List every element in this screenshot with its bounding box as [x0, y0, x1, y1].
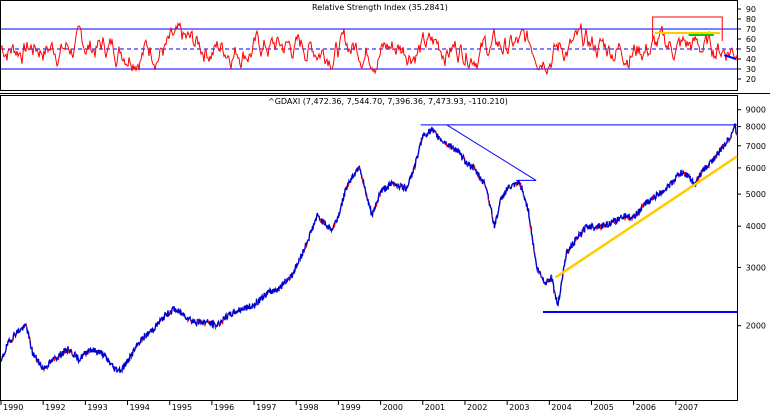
xtick-label-2002: 2002 [467, 403, 487, 412]
xtick-label-1997: 1997 [256, 403, 276, 412]
price-title: ^GDAXI (7,472.36, 7,544.70, 7,396.36, 7,… [268, 97, 508, 106]
xtick-label-1990: 1990 [3, 403, 23, 412]
xtick-label-2005: 2005 [593, 403, 613, 412]
xtick-label-1995: 1995 [172, 403, 192, 412]
rsi-ytick-label-60: 60 [746, 35, 756, 44]
xtick-label-2004: 2004 [551, 403, 571, 412]
price-line [0, 123, 738, 374]
x-axis: 1990 1992 1993 1994 1995 1996 1997 1998 1999 2000… [0, 400, 698, 412]
xtick-label-2006: 2006 [636, 403, 656, 412]
price-ytick-label-7000: 7000 [746, 142, 766, 151]
rsi-ytick-label-40: 40 [746, 55, 756, 64]
price-ytick-label-2000: 2000 [746, 322, 766, 331]
xtick-label-1992: 1992 [45, 403, 65, 412]
trendline-annotations [446, 124, 738, 279]
xtick-label-2000: 2000 [383, 403, 403, 412]
xtick-label-1993: 1993 [87, 403, 107, 412]
resistance-trendline [446, 124, 537, 181]
rsi-ytick-label-70: 70 [746, 25, 756, 34]
xtick-label-1999: 1999 [340, 403, 360, 412]
xtick-label-1998: 1998 [298, 403, 318, 412]
rsi-panel-frame [0, 0, 738, 91]
rsi-title: Relative Strength Index (35.2841) [312, 3, 448, 12]
price-panel-frame [0, 95, 738, 401]
price-level-lines [420, 124, 737, 313]
rsi-series [0, 21, 738, 75]
rsi-line [0, 21, 738, 75]
price-ytick-label-4000: 4000 [746, 222, 766, 231]
xtick-label-1996: 1996 [214, 403, 234, 412]
rsi-ytick-label-30: 30 [746, 65, 756, 74]
rsi-level-lines [1, 28, 737, 70]
price-ytick-label-5000: 5000 [746, 190, 766, 199]
price-ytick-label-9000: 9000 [746, 106, 766, 115]
xtick-label-2001: 2001 [425, 403, 445, 412]
rsi-annotations [652, 16, 737, 60]
xtick-label-2007: 2007 [678, 403, 698, 412]
rsi-ytick-label-90: 90 [746, 5, 756, 14]
support-trendline [554, 155, 738, 279]
rsi-ytick-label-20: 20 [746, 75, 756, 84]
xtick-label-2003: 2003 [509, 403, 529, 412]
price-series [0, 123, 738, 374]
price-ytick-label-6000: 6000 [746, 164, 766, 173]
price-y-axis: 2000 3000 4000 5000 6000 7000 8000 9000 [737, 106, 766, 331]
rsi-box-annotation [652, 16, 723, 41]
rsi-ytick-label-80: 80 [746, 15, 756, 24]
price-ytick-label-3000: 3000 [746, 263, 766, 272]
rsi-blue-arrow [724, 54, 737, 60]
xtick-label-1994: 1994 [130, 403, 150, 412]
rsi-ytick-label-50: 50 [746, 45, 756, 54]
price-ytick-label-8000: 8000 [746, 123, 766, 132]
